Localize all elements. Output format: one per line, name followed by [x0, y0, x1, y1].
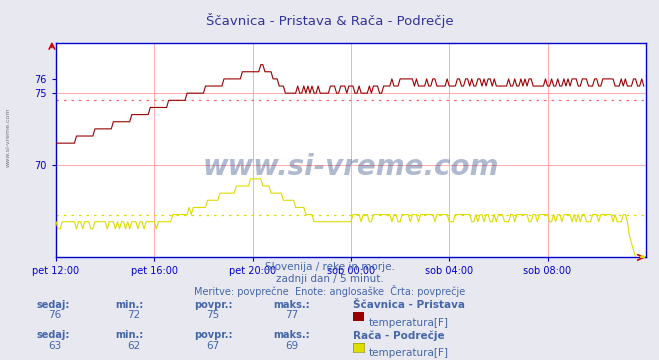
Text: temperatura[F]: temperatura[F] — [369, 348, 449, 359]
Text: Ščavnica - Pristava & Rača - Podrečje: Ščavnica - Pristava & Rača - Podrečje — [206, 13, 453, 28]
Text: www.si-vreme.com: www.si-vreme.com — [5, 107, 11, 167]
Text: maks.:: maks.: — [273, 330, 310, 341]
Text: Ščavnica - Pristava: Ščavnica - Pristava — [353, 300, 465, 310]
Text: Meritve: povprečne  Enote: anglosaške  Črta: povprečje: Meritve: povprečne Enote: anglosaške Črt… — [194, 285, 465, 297]
Text: maks.:: maks.: — [273, 300, 310, 310]
Text: temperatura[F]: temperatura[F] — [369, 318, 449, 328]
Text: zadnji dan / 5 minut.: zadnji dan / 5 minut. — [275, 274, 384, 284]
Text: min.:: min.: — [115, 330, 144, 341]
Text: Rača - Podrečje: Rača - Podrečje — [353, 330, 444, 341]
Text: 72: 72 — [127, 310, 140, 320]
Text: povpr.:: povpr.: — [194, 330, 233, 341]
Text: sedaj:: sedaj: — [36, 300, 70, 310]
Text: 77: 77 — [285, 310, 299, 320]
Text: 63: 63 — [48, 341, 61, 351]
Text: povpr.:: povpr.: — [194, 300, 233, 310]
Text: 76: 76 — [48, 310, 61, 320]
Text: sedaj:: sedaj: — [36, 330, 70, 341]
Text: Slovenija / reke in morje.: Slovenija / reke in morje. — [264, 262, 395, 272]
Text: 62: 62 — [127, 341, 140, 351]
Text: 69: 69 — [285, 341, 299, 351]
Text: 67: 67 — [206, 341, 219, 351]
Text: www.si-vreme.com: www.si-vreme.com — [203, 153, 499, 181]
Text: min.:: min.: — [115, 300, 144, 310]
Text: 75: 75 — [206, 310, 219, 320]
